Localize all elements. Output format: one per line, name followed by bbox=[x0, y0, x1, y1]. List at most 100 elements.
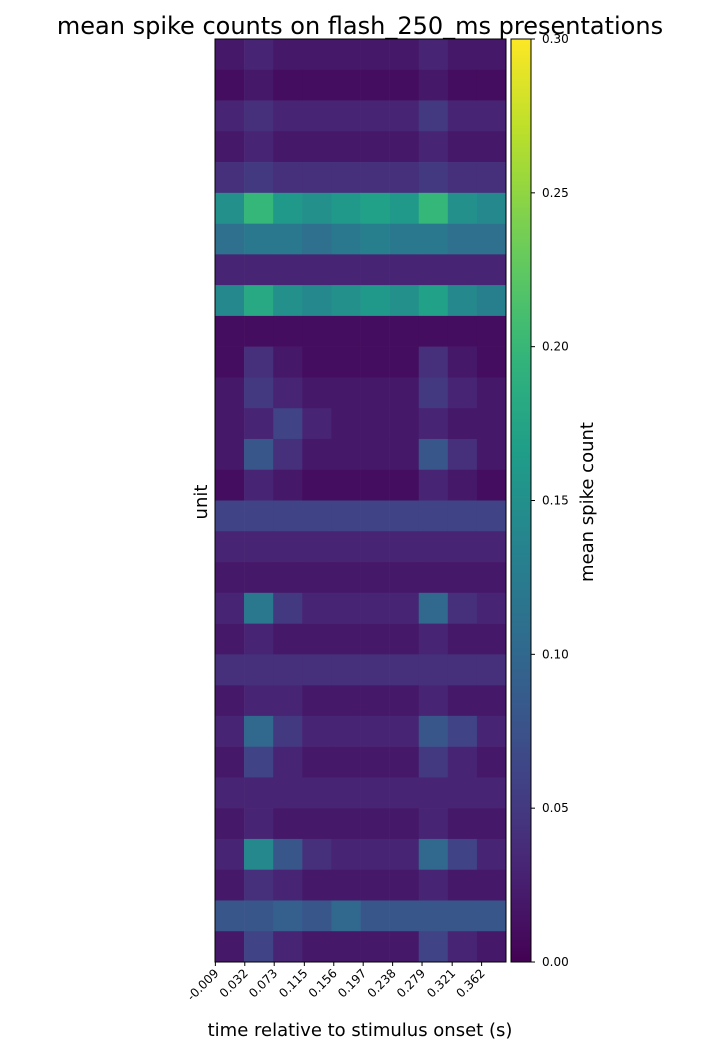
heatmap-cell bbox=[476, 838, 507, 870]
heatmap-cell bbox=[302, 438, 332, 471]
heatmap-cell bbox=[360, 223, 390, 255]
heatmap-cell bbox=[447, 377, 478, 409]
heatmap-cell bbox=[389, 377, 420, 409]
heatmap-cell bbox=[418, 654, 449, 686]
heatmap-cell bbox=[447, 500, 478, 532]
heatmap-cell bbox=[302, 223, 332, 255]
heatmap-cell bbox=[302, 469, 332, 501]
heatmap-cell bbox=[476, 746, 507, 778]
heatmap-cell bbox=[273, 562, 303, 594]
heatmap-cell bbox=[302, 377, 332, 409]
heatmap-cell bbox=[331, 931, 361, 963]
heatmap-cell bbox=[302, 500, 332, 532]
heatmap-cell bbox=[447, 931, 478, 963]
heatmap-cell bbox=[418, 39, 449, 71]
heatmap-cell bbox=[418, 900, 449, 932]
heatmap-cell bbox=[418, 192, 449, 224]
heatmap-cell bbox=[215, 746, 245, 778]
x-tick-label: 0.156 bbox=[306, 966, 340, 1000]
heatmap-cell bbox=[418, 469, 449, 501]
heatmap-cell bbox=[302, 39, 332, 71]
heatmap-cell bbox=[476, 315, 507, 347]
heatmap-cell bbox=[273, 685, 303, 717]
heatmap-cell bbox=[331, 315, 361, 347]
heatmap-cell bbox=[244, 39, 274, 71]
heatmap-cell bbox=[215, 69, 245, 101]
heatmap-cell bbox=[447, 100, 478, 132]
heatmap-cell bbox=[331, 654, 361, 686]
heatmap-cell bbox=[331, 869, 361, 901]
heatmap-cell bbox=[418, 777, 449, 809]
heatmap-cell bbox=[302, 900, 332, 932]
heatmap-cell bbox=[389, 131, 420, 163]
heatmap-cell bbox=[418, 438, 449, 471]
heatmap-cell bbox=[389, 869, 420, 901]
heatmap-cell bbox=[447, 869, 478, 901]
heatmap-cell bbox=[360, 192, 390, 224]
heatmap-cell bbox=[476, 346, 507, 378]
heatmap-cell bbox=[476, 254, 507, 286]
heatmap-cell bbox=[389, 931, 420, 963]
heatmap-cell bbox=[215, 623, 245, 655]
heatmap-cell bbox=[273, 377, 303, 409]
heatmap-cell bbox=[244, 592, 274, 624]
heatmap-cell bbox=[476, 162, 507, 194]
heatmap-cell bbox=[215, 869, 245, 901]
heatmap-cell bbox=[273, 838, 303, 870]
x-tick-label: 0.321 bbox=[424, 966, 458, 1000]
heatmap-cell bbox=[331, 900, 361, 932]
heatmap-cell bbox=[360, 654, 390, 686]
heatmap-cell bbox=[418, 285, 449, 317]
heatmap-cell bbox=[476, 69, 507, 101]
heatmap-cell bbox=[418, 223, 449, 255]
heatmap-cell bbox=[273, 869, 303, 901]
heatmap-cell bbox=[302, 746, 332, 778]
heatmap-cell bbox=[273, 315, 303, 347]
heatmap-cell bbox=[476, 869, 507, 901]
heatmap-cell bbox=[360, 746, 390, 778]
heatmap-cell bbox=[302, 715, 332, 747]
heatmap-cell bbox=[447, 715, 478, 747]
heatmap-cell bbox=[476, 469, 507, 501]
heatmap-cell bbox=[476, 100, 507, 132]
heatmap-cell bbox=[360, 69, 390, 101]
heatmap-cell bbox=[215, 346, 245, 378]
heatmap-cell bbox=[302, 869, 332, 901]
heatmap-cell bbox=[273, 746, 303, 778]
colorbar bbox=[510, 38, 532, 963]
heatmap-cell bbox=[331, 69, 361, 101]
heatmap-cell bbox=[244, 746, 274, 778]
heatmap-cell bbox=[360, 808, 390, 840]
heatmap-cell bbox=[273, 592, 303, 624]
heatmap-cell bbox=[215, 562, 245, 594]
heatmap-cell bbox=[215, 654, 245, 686]
heatmap-cell bbox=[447, 654, 478, 686]
heatmap-cell bbox=[418, 346, 449, 378]
heatmap-cell bbox=[331, 531, 361, 563]
heatmap-cell bbox=[302, 254, 332, 286]
heatmap-cell bbox=[447, 315, 478, 347]
heatmap-cell bbox=[302, 69, 332, 101]
heatmap-cell bbox=[447, 562, 478, 594]
heatmap-cell bbox=[360, 469, 390, 501]
heatmap-cell bbox=[418, 685, 449, 717]
heatmap-cell bbox=[389, 592, 420, 624]
heatmap-cell bbox=[476, 808, 507, 840]
heatmap-cell bbox=[331, 500, 361, 532]
heatmap-cell bbox=[215, 192, 245, 224]
heatmap-cell bbox=[273, 808, 303, 840]
heatmap-cell bbox=[389, 469, 420, 501]
heatmap-cell bbox=[476, 39, 507, 71]
heatmap-cell bbox=[418, 808, 449, 840]
heatmap-cell bbox=[331, 746, 361, 778]
colorbar-tick-label: 0.20 bbox=[542, 340, 569, 354]
y-axis-label: unit bbox=[191, 485, 212, 520]
heatmap-cell bbox=[215, 131, 245, 163]
heatmap-cell bbox=[273, 254, 303, 286]
heatmap-cell bbox=[360, 500, 390, 532]
heatmap-cell bbox=[331, 592, 361, 624]
heatmap-cell bbox=[331, 162, 361, 194]
heatmap-cell bbox=[302, 685, 332, 717]
heatmap-cell bbox=[389, 654, 420, 686]
heatmap-cell bbox=[302, 408, 332, 440]
